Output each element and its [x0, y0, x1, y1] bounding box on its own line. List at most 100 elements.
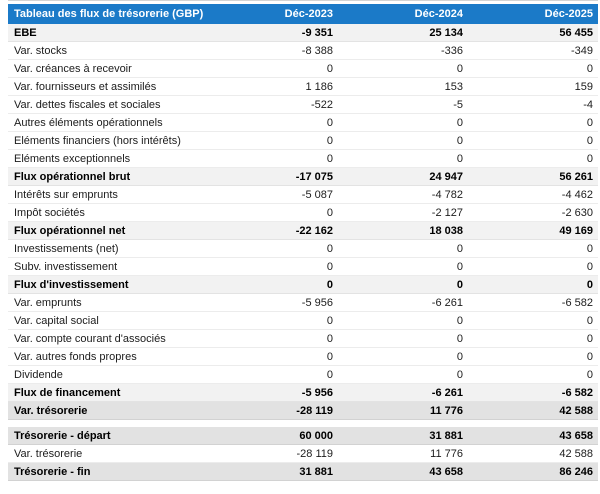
table-row: Investissements (net) 0 0 0 [8, 239, 598, 258]
row-value: 0 [208, 239, 338, 258]
row-label: Var. compte courant d'associés [8, 329, 208, 348]
row-value: -17 075 [208, 167, 338, 186]
row-value: 0 [208, 203, 338, 222]
table-row: Var. capital social 0 0 0 [8, 311, 598, 330]
row-value: 0 [468, 275, 598, 294]
row-value: 0 [338, 149, 468, 168]
row-value: 43 658 [468, 427, 598, 445]
row-value: -4 782 [338, 185, 468, 204]
row-value: 31 881 [338, 427, 468, 445]
row-label: Trésorerie - fin [8, 462, 208, 481]
row-label: Autres éléments opérationnels [8, 113, 208, 132]
table-row: Var. créances à recevoir 0 0 0 [8, 59, 598, 78]
row-value: 0 [208, 113, 338, 132]
row-value: 56 261 [468, 167, 598, 186]
table-title: Tableau des flux de trésorerie (GBP) [8, 4, 208, 24]
row-label: Flux opérationnel brut [8, 167, 208, 186]
row-value: 43 658 [338, 462, 468, 481]
row-label: Flux opérationnel net [8, 221, 208, 240]
row-label: Subv. investissement [8, 257, 208, 276]
row-label: Var. autres fonds propres [8, 347, 208, 366]
row-value: 0 [468, 329, 598, 348]
row-value: 42 588 [468, 444, 598, 463]
row-value: -522 [208, 95, 338, 114]
row-value: 0 [468, 347, 598, 366]
row-value: -4 462 [468, 185, 598, 204]
table-row: Var. stocks -8 388 -336 -349 [8, 41, 598, 60]
table-header-row: Tableau des flux de trésorerie (GBP) Déc… [8, 4, 598, 24]
row-value: -28 119 [208, 444, 338, 463]
row-value: 153 [338, 77, 468, 96]
row-value: 0 [338, 347, 468, 366]
table-row: Var. emprunts -5 956 -6 261 -6 582 [8, 293, 598, 312]
row-value: 86 246 [468, 462, 598, 481]
row-value: 0 [208, 131, 338, 150]
table-row: Flux de financement -5 956 -6 261 -6 582 [8, 383, 598, 402]
table-row: Var. autres fonds propres 0 0 0 [8, 347, 598, 366]
row-value: 42 588 [468, 401, 598, 420]
row-value: 0 [468, 257, 598, 276]
table-row: Var. trésorerie -28 119 11 776 42 588 [8, 401, 598, 420]
row-value: 0 [468, 113, 598, 132]
row-value: 0 [468, 239, 598, 258]
row-value: -9 351 [208, 24, 338, 42]
row-value: 60 000 [208, 427, 338, 445]
row-value: -336 [338, 41, 468, 60]
row-label: Eléments exceptionnels [8, 149, 208, 168]
column-header-dec-2024: Déc-2024 [338, 4, 468, 24]
row-label: Trésorerie - départ [8, 427, 208, 445]
row-label: Investissements (net) [8, 239, 208, 258]
row-value: 0 [338, 257, 468, 276]
row-value: 0 [338, 329, 468, 348]
row-value: 0 [338, 59, 468, 78]
row-value: 0 [208, 149, 338, 168]
row-value: 31 881 [208, 462, 338, 481]
row-label: Var. créances à recevoir [8, 59, 208, 78]
row-label: Var. fournisseurs et assimilés [8, 77, 208, 96]
table-row: Dividende 0 0 0 [8, 365, 598, 384]
top-divider [8, 0, 598, 1]
row-value: 0 [338, 131, 468, 150]
table-body: EBE -9 351 25 134 56 455 Var. stocks -8 … [8, 24, 598, 481]
row-value: -6 261 [338, 293, 468, 312]
row-value: 0 [338, 239, 468, 258]
table-row: Flux opérationnel brut -17 075 24 947 56… [8, 167, 598, 186]
row-value: 11 776 [338, 401, 468, 420]
row-value: 0 [208, 275, 338, 294]
row-value: 0 [338, 365, 468, 384]
row-value: 18 038 [338, 221, 468, 240]
row-label: Flux de financement [8, 383, 208, 402]
row-label: Var. capital social [8, 311, 208, 330]
table-row: Trésorerie - départ 60 000 31 881 43 658 [8, 427, 598, 445]
column-header-dec-2025: Déc-2025 [468, 4, 598, 24]
table-row: Flux d'investissement 0 0 0 [8, 275, 598, 294]
column-header-dec-2023: Déc-2023 [208, 4, 338, 24]
row-value: -6 582 [468, 383, 598, 402]
row-label: Var. emprunts [8, 293, 208, 312]
row-label: Var. trésorerie [8, 401, 208, 420]
table-row: Var. compte courant d'associés 0 0 0 [8, 329, 598, 348]
row-value: -8 388 [208, 41, 338, 60]
row-value: 0 [208, 311, 338, 330]
row-value: 0 [338, 275, 468, 294]
section-gap [8, 419, 598, 427]
row-value: 0 [468, 365, 598, 384]
table-row: Trésorerie - fin 31 881 43 658 86 246 [8, 462, 598, 481]
row-value: -4 [468, 95, 598, 114]
row-value: 0 [208, 365, 338, 384]
row-value: 159 [468, 77, 598, 96]
row-value: -22 162 [208, 221, 338, 240]
row-value: 49 169 [468, 221, 598, 240]
row-value: 0 [208, 329, 338, 348]
row-label: Dividende [8, 365, 208, 384]
table-row: Var. dettes fiscales et sociales -522 -5… [8, 95, 598, 114]
row-value: -5 087 [208, 185, 338, 204]
row-value: 11 776 [338, 444, 468, 463]
table-row: Subv. investissement 0 0 0 [8, 257, 598, 276]
cash-flow-table: Tableau des flux de trésorerie (GBP) Déc… [8, 4, 598, 481]
row-label: Intérêts sur emprunts [8, 185, 208, 204]
table-row: Var. trésorerie -28 119 11 776 42 588 [8, 444, 598, 463]
row-value: -2 630 [468, 203, 598, 222]
row-value: -28 119 [208, 401, 338, 420]
row-label: Var. stocks [8, 41, 208, 60]
